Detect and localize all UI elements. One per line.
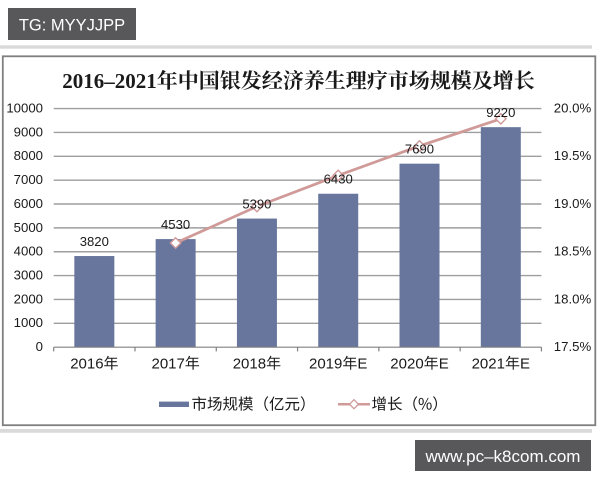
svg-text:19.5%: 19.5% (554, 148, 592, 163)
svg-text:TG: MYYJJPP: TG: MYYJJPP (19, 17, 125, 35)
svg-text:www.pc–k8com.com: www.pc–k8com.com (425, 447, 581, 466)
svg-text:9220: 9220 (486, 105, 515, 120)
svg-text:E: E (357, 356, 367, 373)
svg-text:4530: 4530 (161, 217, 190, 232)
svg-text:3000: 3000 (14, 268, 43, 283)
svg-text:8000: 8000 (14, 148, 43, 163)
svg-text:2017: 2017 (152, 356, 185, 373)
svg-text:2020: 2020 (390, 356, 423, 373)
svg-text:2016–2021: 2016–2021 (62, 69, 157, 93)
svg-text:17.5%: 17.5% (554, 339, 592, 354)
svg-text:5390: 5390 (242, 197, 271, 212)
svg-text:1000: 1000 (14, 315, 43, 330)
svg-text:18.5%: 18.5% (554, 244, 592, 259)
svg-text:2016: 2016 (70, 356, 103, 373)
svg-text:20.0%: 20.0% (554, 100, 592, 115)
svg-text:10000: 10000 (6, 100, 43, 115)
svg-text:18.0%: 18.0% (554, 291, 592, 306)
svg-text:7000: 7000 (14, 172, 43, 187)
svg-text:7690: 7690 (405, 142, 434, 157)
svg-text:6430: 6430 (324, 172, 353, 187)
svg-text:2019: 2019 (309, 356, 342, 373)
svg-text:5000: 5000 (14, 220, 43, 235)
svg-text:E: E (439, 356, 449, 373)
svg-text:E: E (520, 356, 530, 373)
svg-text:3820: 3820 (80, 234, 109, 249)
svg-text:2021: 2021 (472, 356, 505, 373)
svg-text:4000: 4000 (14, 244, 43, 259)
svg-text:2000: 2000 (14, 291, 43, 306)
svg-text:2018: 2018 (233, 356, 266, 373)
svg-text:19.0%: 19.0% (554, 196, 592, 211)
svg-text:6000: 6000 (14, 196, 43, 211)
svg-text:9000: 9000 (14, 124, 43, 139)
svg-text:0: 0 (36, 339, 43, 354)
